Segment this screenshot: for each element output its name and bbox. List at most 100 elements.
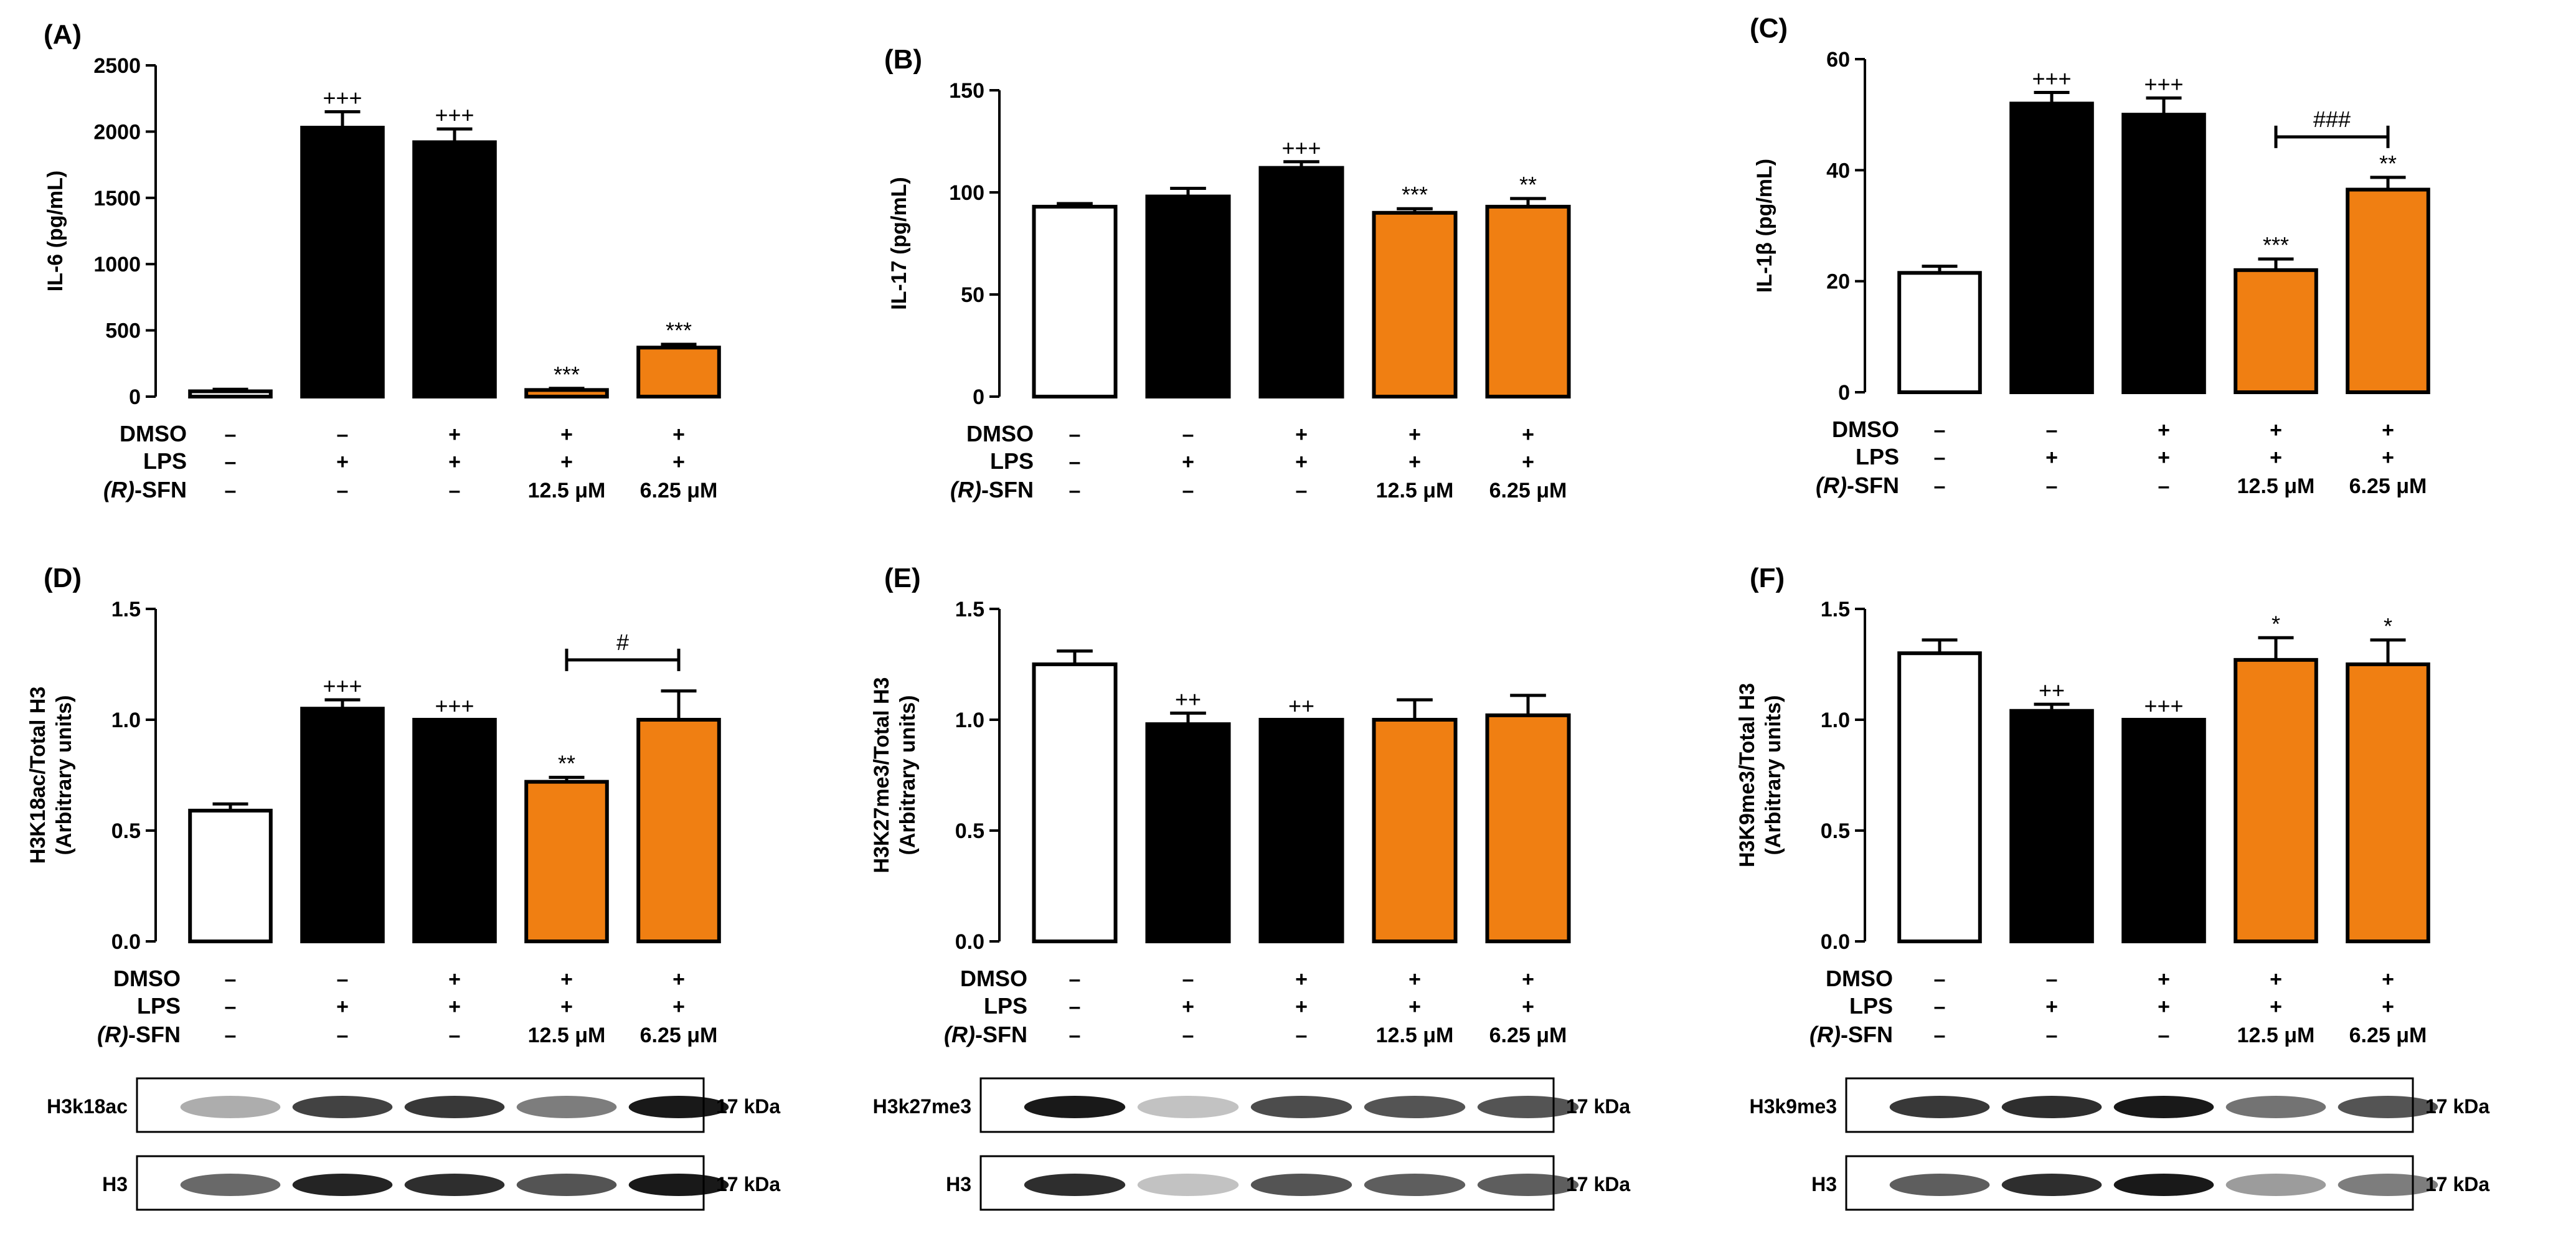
row-label-sfn: (R)-SFN	[1809, 1022, 1893, 1047]
row-label-lps: LPS	[984, 993, 1027, 1019]
condition-cell: –	[225, 968, 237, 991]
blot-band	[404, 1174, 505, 1196]
condition-cell: –	[337, 479, 349, 502]
significance-mark: +++	[2144, 71, 2183, 97]
condition-cell: –	[1934, 1024, 1946, 1047]
condition-cell: 6.25 μM	[640, 1024, 718, 1047]
condition-cell: –	[2046, 968, 2058, 991]
y-tick-label: 1.0	[955, 709, 984, 732]
y-tick-label: 1.0	[111, 709, 141, 732]
condition-cell: –	[2158, 474, 2170, 498]
blot-band	[292, 1096, 393, 1118]
blot-band	[2338, 1174, 2438, 1196]
bar	[2009, 709, 2094, 943]
y-tick-label: 50	[961, 283, 984, 307]
condition-cell: –	[2158, 1024, 2170, 1047]
bar	[188, 808, 273, 943]
significance-mark: **	[558, 751, 575, 776]
row-label-dmso: DMSO	[1832, 417, 1899, 442]
blot-band	[2338, 1096, 2438, 1118]
chart-panel-6: (F) 0.0 0.5 1.0 1.5 H3K9me3/Total H3 (Arbitrar…	[1735, 563, 2489, 1211]
condition-cell: –	[1182, 968, 1194, 991]
bar	[300, 707, 385, 943]
panel-label: (F)	[1750, 563, 1785, 593]
y-tick-label: 1500	[93, 187, 141, 210]
condition-cell: +	[1408, 995, 1421, 1019]
sfn-prefix: (R)	[944, 1022, 975, 1047]
condition-cell: +	[672, 423, 685, 446]
bar	[2234, 268, 2318, 395]
bar	[2346, 187, 2430, 394]
condition-cell: +	[1522, 968, 1534, 991]
y-tick-label: 1.5	[111, 598, 141, 621]
condition-cell: –	[225, 479, 237, 502]
y-tick-label: 0	[129, 385, 141, 409]
condition-cell: +	[672, 450, 685, 474]
condition-cell: –	[449, 479, 461, 502]
y-axis-subtitle: (Arbitrary units)	[52, 695, 76, 855]
condition-cell: –	[1069, 479, 1081, 502]
bar	[1145, 722, 1231, 943]
chart-panel-4: (D) 0.0 0.5 1.0 1.5 H3K18ac/Total H3 (Arbitrar…	[26, 563, 780, 1211]
condition-cell: +	[1182, 450, 1194, 474]
condition-cell: +	[672, 995, 685, 1019]
blot-band	[1889, 1174, 1990, 1196]
y-axis-title: H3K27me3/Total H3	[870, 677, 894, 874]
row-label-sfn: (R)-SFN	[103, 477, 187, 502]
condition-cell: –	[2046, 418, 2058, 442]
condition-cell: 12.5 μM	[1376, 1024, 1454, 1047]
blot-label: H3	[946, 1173, 971, 1195]
y-tick-label: 1000	[93, 253, 141, 276]
condition-cell: +	[2382, 418, 2394, 442]
y-axis-title: IL-6 (pg/mL)	[44, 171, 67, 292]
blot-band	[1137, 1096, 1239, 1118]
significance-mark: +++	[2032, 66, 2071, 92]
sfn-suffix: -SFN	[1847, 473, 1899, 498]
condition-cell: –	[1069, 423, 1081, 446]
condition-cell: –	[1934, 446, 1946, 469]
y-tick-label: 0.5	[111, 819, 141, 843]
row-label-lps: LPS	[143, 448, 187, 474]
panel-label: (A)	[44, 19, 82, 50]
y-tick-label: 20	[1826, 270, 1850, 294]
panel-label: (E)	[884, 563, 921, 593]
blot-kda: 17 kDa	[2425, 1173, 2489, 1195]
blot-label: H3k9me3	[1749, 1095, 1837, 1118]
condition-cell: +	[448, 450, 461, 474]
sfn-prefix: (R)	[1816, 473, 1847, 498]
condition-cell: 12.5 μM	[528, 479, 606, 502]
condition-cell: –	[1069, 450, 1081, 474]
blot-strip: H3 17 kDa	[1811, 1155, 2489, 1211]
condition-cell: +	[2045, 995, 2058, 1019]
significance-mark: +++	[435, 102, 474, 128]
significance-mark: +++	[1281, 135, 1321, 161]
blot-strip: H3 17 kDa	[946, 1155, 1630, 1211]
blot-band	[1364, 1174, 1466, 1196]
condition-cell: +	[2270, 995, 2282, 1019]
condition-cell: +	[1408, 423, 1421, 446]
condition-cell: –	[225, 450, 237, 474]
blot-kda: 17 kDa	[1566, 1173, 1630, 1195]
blot-label: H3	[102, 1173, 128, 1195]
condition-cell: –	[449, 1024, 461, 1047]
y-tick-label: 0.0	[955, 930, 984, 954]
blot-band	[1477, 1096, 1579, 1118]
bar	[636, 346, 721, 398]
condition-cell: +	[2270, 446, 2282, 469]
condition-cell: –	[2046, 474, 2058, 498]
blot-label: H3	[1811, 1173, 1837, 1195]
y-tick-label: 1.5	[1821, 598, 1850, 621]
blot-band	[404, 1096, 505, 1118]
bar	[2009, 101, 2094, 394]
y-tick-label: 1.5	[955, 598, 984, 621]
sfn-suffix: -SFN	[975, 1022, 1027, 1047]
bar	[1258, 718, 1344, 943]
condition-cell: +	[336, 450, 349, 474]
blot-band	[1889, 1096, 1990, 1118]
blot-label: H3k18ac	[47, 1095, 128, 1118]
blot-band	[516, 1096, 617, 1118]
condition-cell: +	[1295, 450, 1308, 474]
bar	[1372, 210, 1458, 398]
bar	[1145, 194, 1231, 398]
y-tick-label: 0	[1838, 381, 1850, 405]
